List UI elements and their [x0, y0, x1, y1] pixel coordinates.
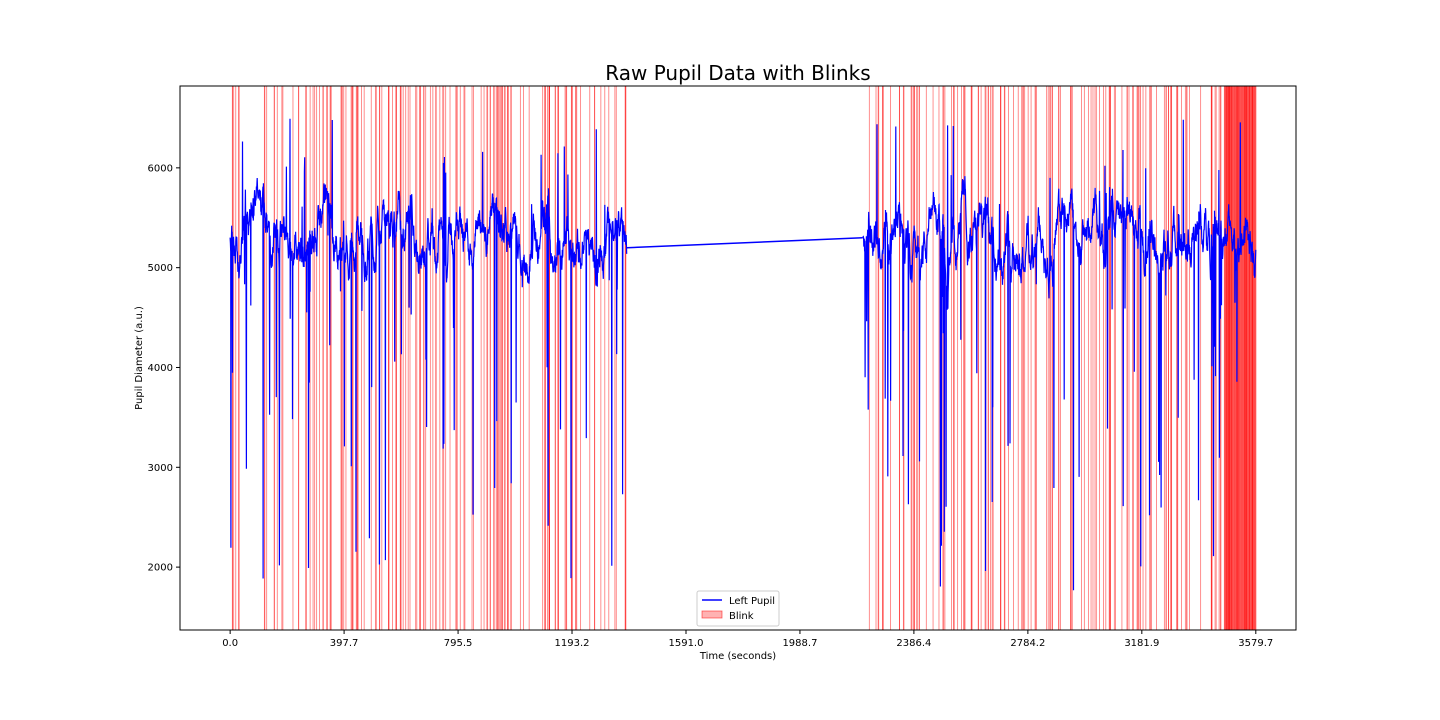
x-tick-label: 1591.0 — [668, 638, 703, 649]
left-pupil-series — [229, 118, 1257, 591]
x-tick-label: 1193.2 — [555, 638, 590, 649]
left-pupil-gap-connector — [626, 236, 863, 249]
y-tick-label: 4000 — [148, 363, 173, 374]
x-tick-label: 0.0 — [222, 638, 238, 649]
legend-entry-left-pupil: Left Pupil — [729, 596, 775, 607]
chart-title: Raw Pupil Data with Blinks — [605, 61, 870, 85]
x-axis-ticks: 0.0 397.7 795.5 1193.2 1591.0 1988.7 2386.4 278… — [222, 630, 1273, 649]
x-tick-label: 2784.2 — [1010, 638, 1045, 649]
x-tick-label: 3579.7 — [1238, 638, 1273, 649]
x-tick-label: 795.5 — [444, 638, 473, 649]
y-tick-label: 5000 — [148, 263, 173, 274]
legend-entry-blink: Blink — [729, 611, 754, 622]
x-tick-label: 397.7 — [330, 638, 359, 649]
legend-blink-swatch — [701, 610, 723, 619]
legend: Left Pupil Blink — [696, 590, 780, 627]
x-axis-label: Time (seconds) — [699, 651, 776, 662]
left-pupil-line-segment — [862, 119, 1257, 591]
blink-spans — [231, 86, 1257, 630]
y-axis-label: Pupil Diameter (a.u.) — [134, 306, 145, 410]
y-axis-ticks: 2000 3000 4000 5000 6000 — [148, 163, 180, 574]
x-tick-label: 1988.7 — [782, 638, 817, 649]
axes-frame — [179, 85, 1297, 631]
y-tick-label: 6000 — [148, 163, 173, 174]
y-tick-label: 3000 — [148, 463, 173, 474]
x-tick-label: 3181.9 — [1124, 638, 1159, 649]
x-tick-label: 2386.4 — [896, 638, 931, 649]
plot-area — [229, 86, 1257, 630]
y-tick-label: 2000 — [148, 563, 173, 574]
left-pupil-line-segment — [229, 118, 628, 579]
